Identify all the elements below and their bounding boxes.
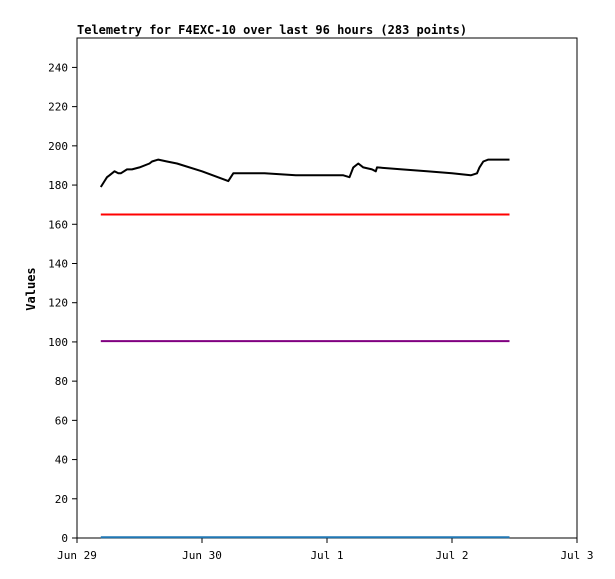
series-line-0 xyxy=(99,158,510,188)
y-axis: 0 20 40 60 80 100 120 140 160 180 200 220 240 xyxy=(48,61,77,545)
y-tick-label: 140 xyxy=(48,257,68,270)
y-tick-label: 60 xyxy=(55,414,68,427)
y-tick-label: 0 xyxy=(61,532,68,545)
chart-title: Telemetry for F4EXC-10 over last 96 hour… xyxy=(77,23,467,37)
y-tick-label: 160 xyxy=(48,218,68,231)
y-tick-label: 120 xyxy=(48,297,68,310)
x-tick-label: Jun 30 xyxy=(182,549,222,562)
y-tick-label: 200 xyxy=(48,140,68,153)
x-tick-label: Jul 3 xyxy=(560,549,593,562)
x-tick-label: Jul 1 xyxy=(310,549,343,562)
y-tick-label: 20 xyxy=(55,493,68,506)
x-axis: Jun 29 Jun 30 Jul 1 Jul 2 Jul 3 xyxy=(57,538,594,562)
series-layer xyxy=(99,158,510,539)
x-tick-label: Jul 2 xyxy=(435,549,468,562)
y-tick-label: 240 xyxy=(48,61,68,74)
y-tick-label: 180 xyxy=(48,179,68,192)
y-tick-label: 220 xyxy=(48,101,68,114)
y-tick-label: 100 xyxy=(48,336,68,349)
plot-frame xyxy=(76,37,578,539)
y-tick-label: 80 xyxy=(55,375,68,388)
y-tick-label: 40 xyxy=(55,454,68,467)
y-axis-label: Values xyxy=(24,267,38,310)
x-tick-label: Jun 29 xyxy=(57,549,97,562)
